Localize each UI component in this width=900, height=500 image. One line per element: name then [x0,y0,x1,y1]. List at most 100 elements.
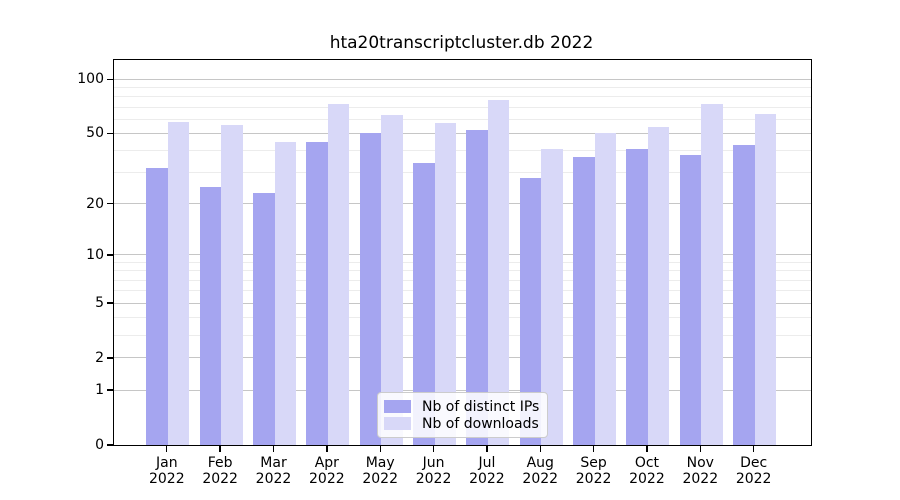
x-tick-label: Jun 2022 [402,455,466,487]
bar-downloads [594,133,617,445]
x-tick-month: Feb [207,455,233,471]
grid-line-major [114,132,811,134]
grid-line-minor [114,334,811,336]
x-tick-year: 2022 [682,471,719,487]
y-tick-mark [107,254,114,256]
grid-line-minor [114,106,811,108]
legend-swatch-downloads [384,417,411,430]
x-tick-year: 2022 [629,471,665,487]
x-tick-year: 2022 [522,471,559,487]
bar-downloads [647,127,670,445]
x-tick-mark [272,445,275,452]
x-tick-month: Mar [260,455,287,471]
x-tick-month: Jul [478,455,496,471]
x-tick-month: Jun [422,455,445,471]
x-tick-mark [379,445,381,452]
x-tick-label: May 2022 [348,455,412,487]
x-tick-mark [326,445,328,452]
y-tick-label: 10 [86,246,104,263]
bar-downloads [434,123,457,445]
grid-line-minor [114,279,811,281]
x-tick-mark [646,445,648,452]
x-tick-mark [699,445,701,452]
bar-downloads [487,99,510,445]
y-tick-label: 5 [95,295,104,312]
x-tick-mark [166,445,168,452]
x-tick-year: 2022 [148,471,185,487]
x-tick-month: Sep [580,455,607,471]
legend-item-distinct-ips: Nb of distinct IPs [384,398,539,415]
y-tick-label: 0 [95,437,104,453]
x-tick-mark [539,445,541,452]
x-tick-label: Jan 2022 [135,455,199,487]
bar-distinct-ips [413,163,435,445]
y-tick-label: 100 [77,71,104,88]
y-tick-mark [107,357,114,359]
x-tick-label: Sep 2022 [562,455,626,487]
plot-area [113,59,812,446]
x-tick-mark [752,445,755,452]
grid-line-minor [114,290,811,292]
x-tick-year: 2022 [575,471,612,487]
bar-distinct-ips [733,145,755,445]
grid-line-minor [114,118,811,120]
legend-label-downloads: Nb of downloads [422,415,539,432]
x-tick-month: Dec [740,455,768,471]
legend-swatch-ips [384,400,411,413]
chart-title: hta20transcriptcluster.db 2022 [329,33,594,53]
x-tick-year: 2022 [362,471,398,487]
x-tick-year: 2022 [735,471,772,487]
x-tick-label: Apr 2022 [295,455,359,487]
y-tick-mark [107,78,114,80]
y-tick-mark [107,132,114,135]
y-tick-mark [107,444,114,446]
x-tick-month: Nov [686,455,714,471]
x-tick-year: 2022 [255,471,292,487]
bar-downloads [754,114,777,445]
bar-distinct-ips [626,148,648,445]
grid-line-major [114,357,811,359]
grid-line-minor [114,150,811,152]
bar-distinct-ips [573,156,595,445]
y-tick-label: 20 [86,195,104,212]
y-tick-mark [107,389,114,391]
grid-line-minor [114,172,811,174]
x-tick-month: Apr [314,455,339,471]
x-tick-label: Dec 2022 [722,455,786,487]
x-tick-label: Oct 2022 [615,455,679,487]
x-tick-label: Mar 2022 [242,455,306,487]
x-tick-month: May [365,455,395,471]
bar-downloads [274,141,296,445]
bar-downloads [381,115,403,445]
x-tick-label: Jul 2022 [455,455,519,487]
x-tick-month: Jan [156,455,178,471]
bar-distinct-ips [306,141,328,445]
x-tick-label: Aug 2022 [508,455,572,487]
y-tick-label: 2 [95,349,104,366]
grid-line-major [114,203,811,205]
bar-downloads [541,148,563,445]
x-tick-mark [486,445,488,452]
grid-line-minor [114,262,811,264]
bar-downloads [327,103,350,445]
grid-line-minor [114,270,811,272]
grid-line-major [114,302,811,304]
y-tick-label: 1 [95,382,104,399]
bar-distinct-ips [359,133,382,445]
x-tick-year: 2022 [309,471,345,487]
x-tick-month: Oct [634,455,660,471]
x-tick-label: Feb 2022 [188,455,252,487]
x-tick-year: 2022 [415,471,452,487]
bar-distinct-ips [146,167,168,445]
legend: Nb of distinct IPs Nb of downloads [377,392,548,438]
bar-downloads [167,121,190,445]
x-tick-mark [219,445,221,452]
grid-line-major [114,78,811,80]
y-tick-label: 50 [86,125,104,142]
grid-line-minor [114,316,811,318]
grid-line-major [114,254,811,256]
legend-label-distinct-ips: Nb of distinct IPs [422,398,540,415]
y-tick-mark [107,203,114,205]
x-tick-year: 2022 [202,471,238,487]
